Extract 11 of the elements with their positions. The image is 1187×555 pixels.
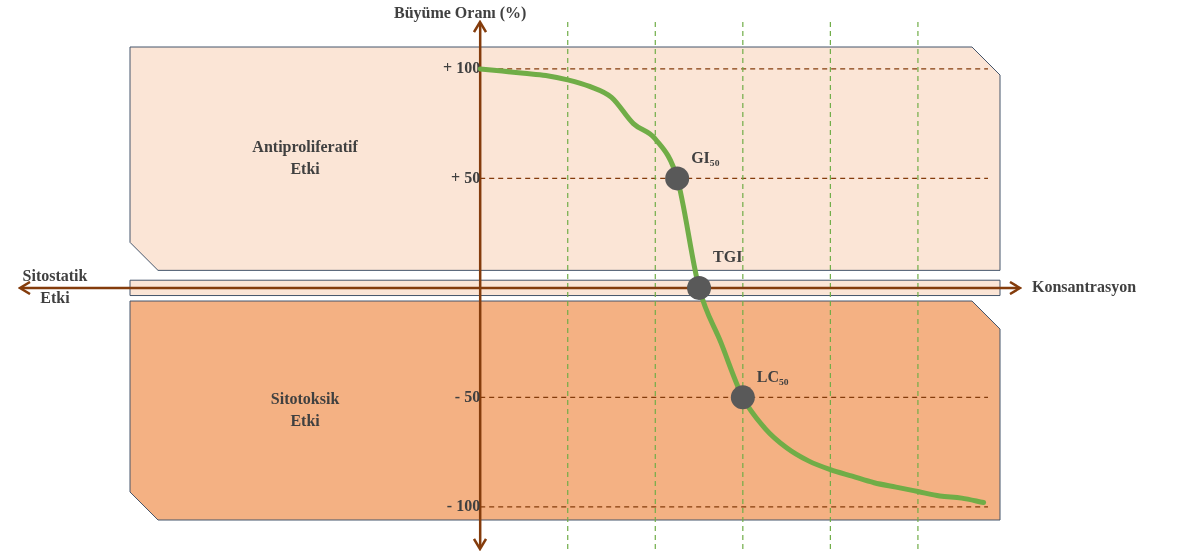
point [665, 166, 690, 191]
point [730, 385, 755, 410]
band-label: Antiproliferatif Etki [252, 137, 359, 177]
x-axis-title: Konsantrasyon [1032, 278, 1137, 297]
data-label: LC₅₀ [756, 367, 789, 385]
data-label: TGI [713, 248, 743, 266]
band-label: Sitostatik Etki [22, 267, 88, 307]
y-axis-title: Büyüme Oranı (%) [393, 4, 527, 23]
band-label: Sitotoksik Etki [270, 389, 340, 429]
point [687, 275, 712, 300]
data-label: GI₅₀ [691, 148, 720, 166]
